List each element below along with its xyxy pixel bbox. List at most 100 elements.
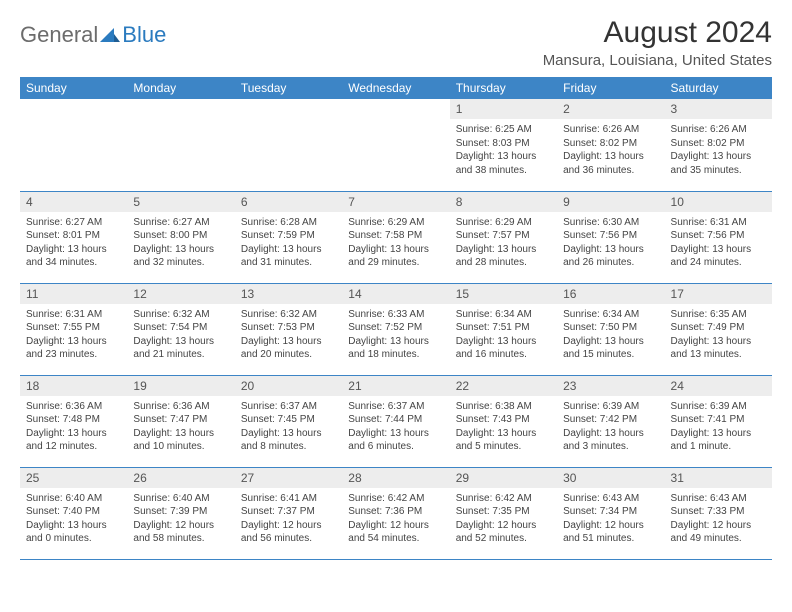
day-details: Sunrise: 6:31 AMSunset: 7:55 PMDaylight:… [20, 304, 127, 366]
day-details: Sunrise: 6:36 AMSunset: 7:48 PMDaylight:… [20, 396, 127, 458]
day-details: Sunrise: 6:39 AMSunset: 7:41 PMDaylight:… [665, 396, 772, 458]
weekday-header: Monday [127, 77, 234, 99]
day-number: 19 [127, 376, 234, 396]
day-details: Sunrise: 6:31 AMSunset: 7:56 PMDaylight:… [665, 212, 772, 274]
calendar-week-row: 18Sunrise: 6:36 AMSunset: 7:48 PMDayligh… [20, 375, 772, 467]
brand-part1: General [20, 22, 98, 48]
day-details: Sunrise: 6:34 AMSunset: 7:51 PMDaylight:… [450, 304, 557, 366]
day-number: 27 [235, 468, 342, 488]
calendar-table: SundayMondayTuesdayWednesdayThursdayFrid… [20, 77, 772, 560]
day-details: Sunrise: 6:37 AMSunset: 7:45 PMDaylight:… [235, 396, 342, 458]
day-details: Sunrise: 6:29 AMSunset: 7:58 PMDaylight:… [342, 212, 449, 274]
day-number: 26 [127, 468, 234, 488]
day-details: Sunrise: 6:43 AMSunset: 7:34 PMDaylight:… [557, 488, 664, 550]
day-details: Sunrise: 6:25 AMSunset: 8:03 PMDaylight:… [450, 119, 557, 181]
calendar-day-cell: 11Sunrise: 6:31 AMSunset: 7:55 PMDayligh… [20, 283, 127, 375]
calendar-day-cell: 1Sunrise: 6:25 AMSunset: 8:03 PMDaylight… [450, 99, 557, 191]
day-number: 13 [235, 284, 342, 304]
day-number: 17 [665, 284, 772, 304]
calendar-day-cell: 19Sunrise: 6:36 AMSunset: 7:47 PMDayligh… [127, 375, 234, 467]
brand-logo: General Blue [20, 16, 166, 48]
calendar-day-cell: 29Sunrise: 6:42 AMSunset: 7:35 PMDayligh… [450, 467, 557, 559]
calendar-day-cell: 8Sunrise: 6:29 AMSunset: 7:57 PMDaylight… [450, 191, 557, 283]
day-number: 9 [557, 192, 664, 212]
day-details: Sunrise: 6:42 AMSunset: 7:35 PMDaylight:… [450, 488, 557, 550]
day-number: 15 [450, 284, 557, 304]
calendar-day-cell: 30Sunrise: 6:43 AMSunset: 7:34 PMDayligh… [557, 467, 664, 559]
day-number: 5 [127, 192, 234, 212]
calendar-day-cell: 21Sunrise: 6:37 AMSunset: 7:44 PMDayligh… [342, 375, 449, 467]
location-subtitle: Mansura, Louisiana, United States [543, 52, 772, 69]
day-number: 23 [557, 376, 664, 396]
calendar-day-cell [127, 99, 234, 191]
calendar-day-cell: 14Sunrise: 6:33 AMSunset: 7:52 PMDayligh… [342, 283, 449, 375]
day-details: Sunrise: 6:40 AMSunset: 7:39 PMDaylight:… [127, 488, 234, 550]
day-details: Sunrise: 6:28 AMSunset: 7:59 PMDaylight:… [235, 212, 342, 274]
day-number: 1 [450, 99, 557, 119]
calendar-day-cell: 16Sunrise: 6:34 AMSunset: 7:50 PMDayligh… [557, 283, 664, 375]
calendar-day-cell [235, 99, 342, 191]
day-number: 6 [235, 192, 342, 212]
calendar-day-cell [20, 99, 127, 191]
calendar-day-cell: 25Sunrise: 6:40 AMSunset: 7:40 PMDayligh… [20, 467, 127, 559]
day-details: Sunrise: 6:38 AMSunset: 7:43 PMDaylight:… [450, 396, 557, 458]
day-number: 31 [665, 468, 772, 488]
day-number: 4 [20, 192, 127, 212]
calendar-day-cell: 27Sunrise: 6:41 AMSunset: 7:37 PMDayligh… [235, 467, 342, 559]
triangle-icon [100, 26, 120, 44]
calendar-day-cell: 12Sunrise: 6:32 AMSunset: 7:54 PMDayligh… [127, 283, 234, 375]
calendar-day-cell: 4Sunrise: 6:27 AMSunset: 8:01 PMDaylight… [20, 191, 127, 283]
day-details: Sunrise: 6:35 AMSunset: 7:49 PMDaylight:… [665, 304, 772, 366]
weekday-header: Friday [557, 77, 664, 99]
day-details: Sunrise: 6:39 AMSunset: 7:42 PMDaylight:… [557, 396, 664, 458]
calendar-day-cell: 9Sunrise: 6:30 AMSunset: 7:56 PMDaylight… [557, 191, 664, 283]
day-details: Sunrise: 6:27 AMSunset: 8:01 PMDaylight:… [20, 212, 127, 274]
calendar-day-cell: 7Sunrise: 6:29 AMSunset: 7:58 PMDaylight… [342, 191, 449, 283]
calendar-day-cell: 20Sunrise: 6:37 AMSunset: 7:45 PMDayligh… [235, 375, 342, 467]
day-details: Sunrise: 6:29 AMSunset: 7:57 PMDaylight:… [450, 212, 557, 274]
day-number: 29 [450, 468, 557, 488]
calendar-day-cell: 5Sunrise: 6:27 AMSunset: 8:00 PMDaylight… [127, 191, 234, 283]
calendar-day-cell: 6Sunrise: 6:28 AMSunset: 7:59 PMDaylight… [235, 191, 342, 283]
calendar-day-cell: 28Sunrise: 6:42 AMSunset: 7:36 PMDayligh… [342, 467, 449, 559]
calendar-day-cell [342, 99, 449, 191]
day-details: Sunrise: 6:27 AMSunset: 8:00 PMDaylight:… [127, 212, 234, 274]
calendar-day-cell: 22Sunrise: 6:38 AMSunset: 7:43 PMDayligh… [450, 375, 557, 467]
day-number: 24 [665, 376, 772, 396]
calendar-day-cell: 15Sunrise: 6:34 AMSunset: 7:51 PMDayligh… [450, 283, 557, 375]
day-details: Sunrise: 6:26 AMSunset: 8:02 PMDaylight:… [665, 119, 772, 181]
calendar-week-row: 11Sunrise: 6:31 AMSunset: 7:55 PMDayligh… [20, 283, 772, 375]
day-number: 11 [20, 284, 127, 304]
calendar-day-cell: 13Sunrise: 6:32 AMSunset: 7:53 PMDayligh… [235, 283, 342, 375]
weekday-header: Thursday [450, 77, 557, 99]
day-details: Sunrise: 6:33 AMSunset: 7:52 PMDaylight:… [342, 304, 449, 366]
day-number: 18 [20, 376, 127, 396]
day-details: Sunrise: 6:41 AMSunset: 7:37 PMDaylight:… [235, 488, 342, 550]
day-details: Sunrise: 6:26 AMSunset: 8:02 PMDaylight:… [557, 119, 664, 181]
weekday-header: Sunday [20, 77, 127, 99]
day-details: Sunrise: 6:37 AMSunset: 7:44 PMDaylight:… [342, 396, 449, 458]
calendar-week-row: 1Sunrise: 6:25 AMSunset: 8:03 PMDaylight… [20, 99, 772, 191]
day-number: 3 [665, 99, 772, 119]
day-details: Sunrise: 6:32 AMSunset: 7:53 PMDaylight:… [235, 304, 342, 366]
day-number: 30 [557, 468, 664, 488]
day-details: Sunrise: 6:43 AMSunset: 7:33 PMDaylight:… [665, 488, 772, 550]
calendar-day-cell: 17Sunrise: 6:35 AMSunset: 7:49 PMDayligh… [665, 283, 772, 375]
day-details: Sunrise: 6:32 AMSunset: 7:54 PMDaylight:… [127, 304, 234, 366]
day-number: 22 [450, 376, 557, 396]
calendar-week-row: 4Sunrise: 6:27 AMSunset: 8:01 PMDaylight… [20, 191, 772, 283]
calendar-day-cell: 3Sunrise: 6:26 AMSunset: 8:02 PMDaylight… [665, 99, 772, 191]
day-number: 20 [235, 376, 342, 396]
day-details: Sunrise: 6:34 AMSunset: 7:50 PMDaylight:… [557, 304, 664, 366]
calendar-body: 1Sunrise: 6:25 AMSunset: 8:03 PMDaylight… [20, 99, 772, 559]
day-number: 28 [342, 468, 449, 488]
day-number: 16 [557, 284, 664, 304]
brand-part2: Blue [122, 22, 166, 48]
weekday-header: Tuesday [235, 77, 342, 99]
calendar-day-cell: 2Sunrise: 6:26 AMSunset: 8:02 PMDaylight… [557, 99, 664, 191]
calendar-header-row: SundayMondayTuesdayWednesdayThursdayFrid… [20, 77, 772, 99]
page-header: General Blue August 2024 Mansura, Louisi… [20, 16, 772, 69]
day-number: 8 [450, 192, 557, 212]
calendar-day-cell: 18Sunrise: 6:36 AMSunset: 7:48 PMDayligh… [20, 375, 127, 467]
calendar-day-cell: 24Sunrise: 6:39 AMSunset: 7:41 PMDayligh… [665, 375, 772, 467]
